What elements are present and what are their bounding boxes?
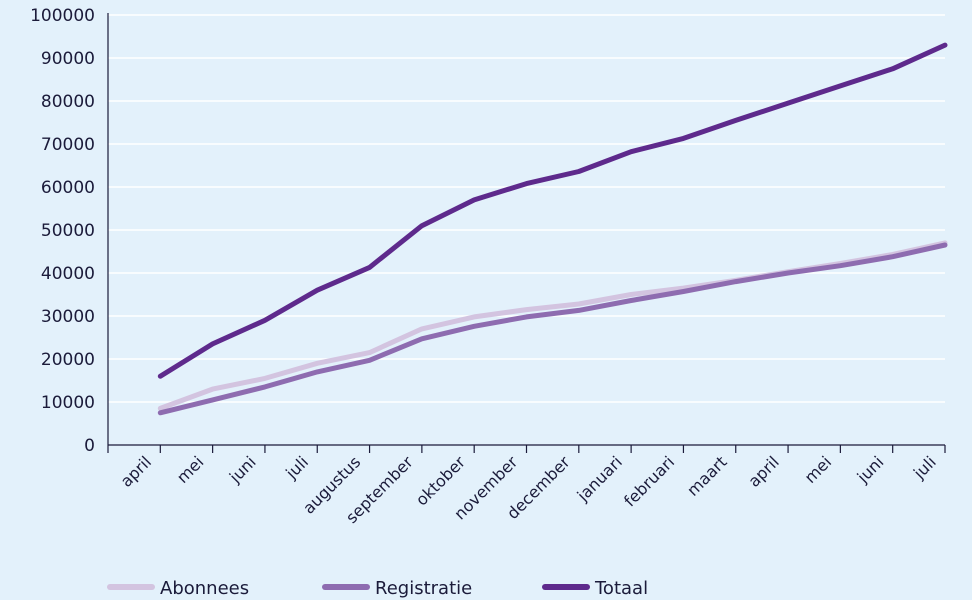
- x-tick-label: juli: [909, 452, 940, 483]
- legend: Abonnees Registratie Totaal: [107, 578, 648, 599]
- y-tick-label: 0: [84, 436, 95, 456]
- y-tick-label: 70000: [41, 135, 95, 155]
- y-tick-label: 100000: [30, 6, 95, 26]
- series-line-registratie: [157, 242, 948, 416]
- legend-label: Abonnees: [160, 578, 249, 599]
- x-tick-label: juni: [853, 452, 888, 487]
- y-tick-label: 30000: [41, 307, 95, 327]
- x-tick-label: maart: [683, 452, 730, 499]
- x-tick-label: januari: [573, 452, 626, 505]
- y-tick-label: 50000: [41, 221, 95, 241]
- x-tick-label: april: [744, 452, 782, 490]
- x-tick-label: mei: [173, 452, 208, 487]
- y-tick-label: 60000: [41, 178, 95, 198]
- series-line-totaal: [157, 42, 948, 379]
- x-tick-label: juni: [225, 452, 260, 487]
- x-tick-label: juli: [281, 452, 312, 483]
- axes: [107, 13, 945, 446]
- x-tick-label: mei: [801, 452, 836, 487]
- x-tick-labels: april mei juni juliaugustusseptemberoktober…: [117, 452, 940, 527]
- y-tick-label: 90000: [41, 49, 95, 69]
- y-tick-label: 10000: [41, 393, 95, 413]
- y-tick-label: 40000: [41, 264, 95, 284]
- legend-label: Totaal: [594, 578, 648, 599]
- y-tick-label: 20000: [41, 350, 95, 370]
- x-tick-label: april: [117, 452, 155, 490]
- y-tick-labels: 0 10000 20000 30000 40000 50000 60000 70000 8000…: [30, 6, 95, 456]
- x-tick-label: februari: [620, 452, 678, 510]
- gridlines: [107, 14, 946, 453]
- y-tick-label: 80000: [41, 92, 95, 112]
- series-lines: [157, 42, 948, 416]
- legend-label: Registratie: [375, 578, 472, 599]
